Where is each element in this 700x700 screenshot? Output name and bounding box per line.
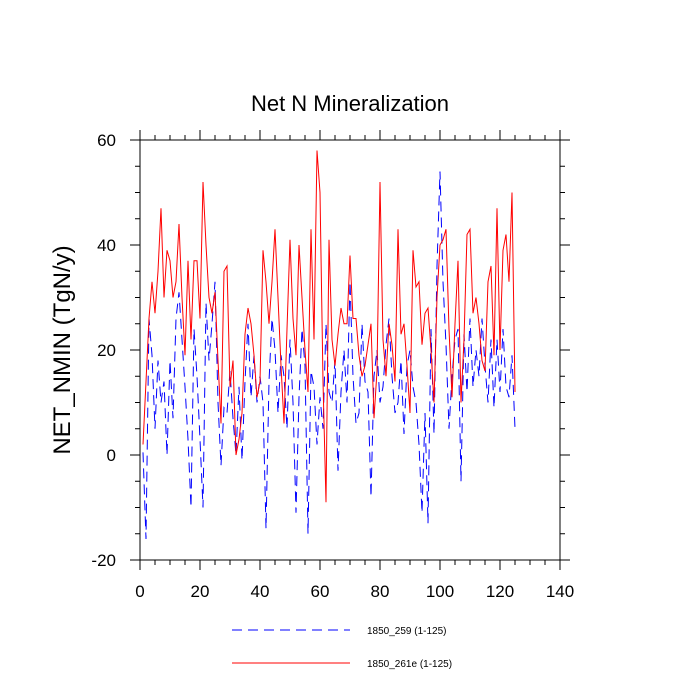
y-tick-label: -20 (91, 551, 116, 570)
x-tick-label: 40 (251, 582, 270, 601)
series-line-2 (142, 150, 516, 503)
x-tick-label: 120 (486, 582, 514, 601)
plot-frame (139, 139, 561, 561)
series-lines (142, 150, 516, 540)
x-tick-label: 20 (191, 582, 210, 601)
y-axis-label: NET_NMIN (TgN/y) (49, 245, 76, 454)
y-tick-label: 20 (97, 341, 116, 360)
x-tick-label: 100 (426, 582, 454, 601)
legend-label: 1850_261e (1-125) (367, 659, 452, 670)
legend-label: 1850_259 (1-125) (367, 626, 447, 637)
y-tick-label: 0 (107, 446, 116, 465)
y-tick-label: 60 (97, 131, 116, 150)
x-tick-label: 60 (311, 582, 330, 601)
x-tick-label: 140 (546, 582, 574, 601)
series-line-1 (142, 171, 516, 540)
legend: 1850_259 (1-125) 1850_261e (1-125) (232, 626, 452, 670)
x-tick-label: 80 (371, 582, 390, 601)
x-tick-label: 0 (135, 582, 144, 601)
axis-tick-labels: 0 20 40 60 80 100 120 140 -20 0 20 40 60 (91, 131, 574, 601)
chart-title: Net N Mineralization (251, 91, 449, 116)
y-tick-label: 40 (97, 236, 116, 255)
axis-ticks (130, 130, 570, 570)
